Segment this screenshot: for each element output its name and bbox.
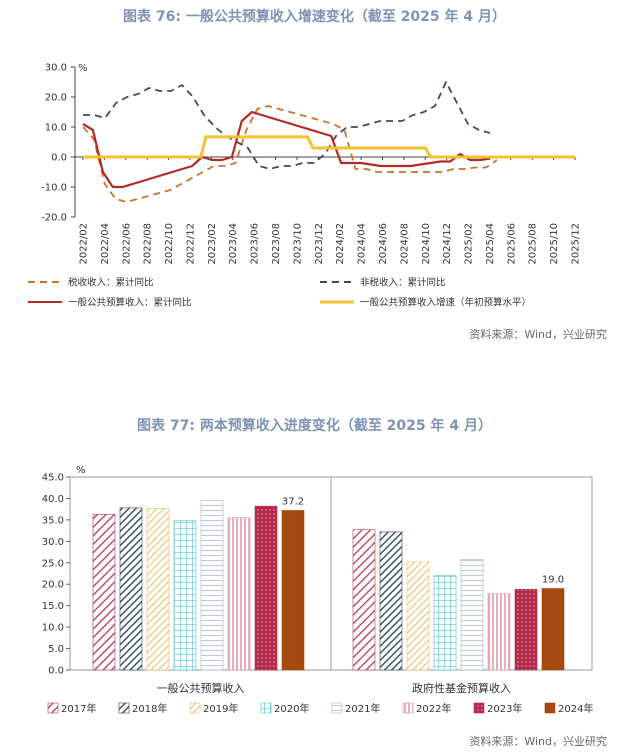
y-tick-label: 0.0	[51, 153, 67, 164]
x-tick-label: 2023/08	[271, 223, 282, 265]
y-tick-label: 30.0	[42, 537, 64, 548]
chart1-source: 资料来源：Wind，兴业研究	[469, 328, 607, 341]
y-tick-label: 20.0	[42, 580, 64, 591]
bar-1-3	[433, 575, 457, 671]
legend-label-2: 一般公共预算收入：累计同比	[68, 297, 192, 309]
bar-0-1	[119, 507, 143, 671]
x-tick-label: 2024/02	[335, 223, 346, 265]
data-label-1: 19.0	[542, 575, 564, 586]
category-label-1: 政府性基金预算收入	[412, 681, 511, 695]
legend-label-1: 非税收入：累计同比	[360, 277, 446, 289]
series-line-0	[82, 105, 498, 203]
y-tick-label: 25.0	[42, 558, 64, 569]
plot-frame	[69, 476, 593, 671]
x-tick-label: 2024/06	[378, 223, 389, 265]
legend-label-2: 2019年	[203, 702, 238, 715]
bar-1-2	[406, 561, 430, 671]
legend-swatch-1	[118, 702, 130, 714]
legend-label-3: 2020年	[274, 702, 309, 715]
legend-label-6: 2023年	[487, 702, 522, 715]
legend-swatch-3	[260, 702, 272, 714]
y-tick-label: 10.0	[42, 623, 64, 634]
bar-0-7	[281, 510, 305, 671]
y-tick-label: 35.0	[42, 515, 64, 526]
chart1-svg: 30.0 20.0 10.0 0.0 -10.0 -20.0% 2022/02 2022/04…	[28, 63, 582, 309]
x-tick-label: 2025/10	[549, 223, 560, 265]
x-tick-label: 2024/12	[442, 223, 453, 265]
x-tick-label: 2025/12	[571, 223, 582, 265]
legend-swatch-5	[402, 702, 414, 714]
x-tick-label: 2025/04	[485, 223, 496, 265]
legend-swatch-0	[47, 702, 59, 714]
bar-1-5	[487, 593, 511, 671]
x-tick-label: 2024/04	[357, 223, 368, 265]
bar-1-1	[379, 531, 403, 671]
legend-swatch-6	[473, 702, 485, 714]
x-tick-label: 2025/02	[464, 223, 475, 265]
x-tick-label: 2023/04	[228, 223, 239, 265]
x-tick-label: 2023/02	[207, 223, 218, 265]
bar-0-5	[227, 517, 251, 671]
x-tick-label: 2022/12	[185, 223, 196, 265]
legend-swatch-2	[189, 702, 201, 714]
x-tick-label: 2022/02	[79, 223, 90, 265]
bar-1-6	[514, 589, 538, 671]
y-tick-label: 45.0	[42, 473, 64, 484]
y-tick-label: -20.0	[41, 213, 67, 224]
series-line-2	[82, 110, 491, 189]
y-tick-label: 20.0	[45, 93, 67, 104]
x-tick-label: 2024/10	[421, 223, 432, 265]
y-tick-label: 40.0	[42, 494, 64, 505]
legend-label-4: 2021年	[345, 702, 380, 715]
bar-1-7	[541, 588, 565, 671]
y-tick-label: -10.0	[41, 183, 67, 194]
series-line-1	[83, 81, 491, 170]
x-tick-label: 2022/04	[100, 223, 111, 265]
bar-1-0	[352, 529, 376, 671]
bar-0-3	[173, 520, 197, 671]
y-tick-label: 10.0	[45, 123, 67, 134]
legend-label-5: 2022年	[416, 702, 451, 715]
bar-0-6	[254, 505, 278, 671]
y-unit-label: %	[78, 63, 88, 74]
y-tick-label: 15.0	[42, 601, 64, 612]
x-tick-label: 2025/08	[528, 223, 539, 265]
x-tick-label: 2023/10	[292, 223, 303, 265]
bar-0-2	[146, 508, 170, 671]
x-tick-label: 2022/08	[143, 223, 154, 265]
bar-0-4	[200, 500, 224, 671]
y-tick-label: 0.0	[48, 666, 64, 677]
legend-label-0: 税收收入：累计同比	[68, 277, 154, 289]
chart2-source: 资料来源：Wind，兴业研究	[469, 735, 607, 748]
legend-swatch-7	[544, 702, 556, 714]
legend-label-1: 2018年	[132, 702, 167, 715]
chart1-title: 图表 76: 一般公共预算收入增速变化（截至 2025 年 4 月）	[122, 9, 507, 25]
y-tick-label: 5.0	[48, 644, 64, 655]
x-tick-label: 2022/06	[121, 223, 132, 265]
x-tick-label: 2023/06	[250, 223, 261, 265]
x-tick-label: 2023/12	[314, 223, 325, 265]
x-tick-label: 2024/08	[399, 223, 410, 265]
bar-0-0	[92, 514, 116, 671]
y-unit-label: %	[76, 465, 86, 476]
chart2-title: 图表 77: 两本预算收入进度变化（截至 2025 年 4 月）	[136, 418, 493, 434]
y-tick-label: 30.0	[45, 63, 67, 74]
category-label-0: 一般公共预算收入	[157, 681, 245, 695]
x-tick-label: 2025/06	[506, 223, 517, 265]
legend-swatch-4	[331, 702, 343, 714]
data-label-0: 37.2	[282, 496, 304, 507]
x-tick-label: 2022/10	[164, 223, 175, 265]
legend-label-3: 一般公共预算收入增速（年初预算水平）	[360, 297, 531, 309]
series-line-3	[83, 135, 575, 159]
legend-label-7: 2024年	[558, 702, 593, 715]
legend-label-0: 2017年	[61, 702, 96, 715]
bar-1-4	[460, 559, 484, 671]
